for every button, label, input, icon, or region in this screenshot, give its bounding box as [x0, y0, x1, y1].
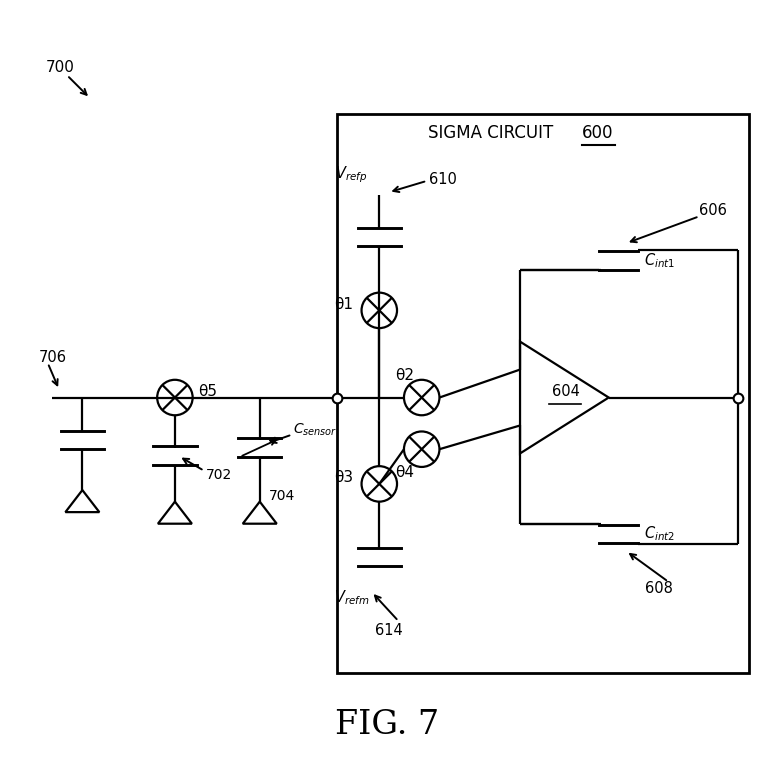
Text: 700: 700	[46, 60, 74, 75]
Text: 702: 702	[206, 467, 232, 481]
Text: θ3: θ3	[334, 470, 353, 485]
Text: SIGMA CIRCUIT: SIGMA CIRCUIT	[429, 124, 559, 142]
Text: $C_{int1}$: $C_{int1}$	[644, 251, 675, 270]
Text: 704: 704	[269, 489, 295, 503]
Text: 608: 608	[646, 580, 673, 595]
Bar	[337, 114, 749, 673]
Text: $C_{sensor}$: $C_{sensor}$	[293, 422, 337, 438]
Text: θ1: θ1	[334, 297, 353, 312]
Text: 610: 610	[430, 172, 457, 187]
Text: $V_{refm}$: $V_{refm}$	[334, 588, 369, 607]
Text: θ5: θ5	[198, 384, 217, 399]
Text: 706: 706	[39, 350, 67, 365]
Polygon shape	[520, 342, 608, 453]
Text: 604: 604	[552, 384, 580, 399]
Text: 600: 600	[582, 124, 614, 142]
Text: θ4: θ4	[396, 465, 415, 480]
Text: FIG. 7: FIG. 7	[335, 708, 439, 741]
Text: 614: 614	[375, 623, 403, 638]
Text: $C_{int2}$: $C_{int2}$	[644, 525, 675, 543]
Text: $V_{refp}$: $V_{refp}$	[335, 164, 368, 184]
Text: 606: 606	[700, 202, 728, 218]
Text: θ2: θ2	[396, 368, 415, 384]
